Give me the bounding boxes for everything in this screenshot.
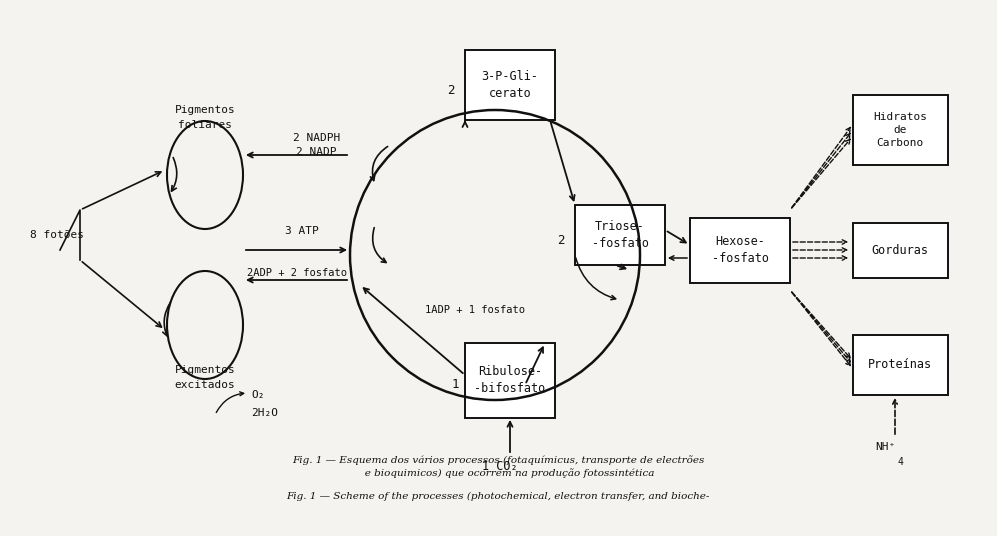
Text: 1: 1 [452, 378, 459, 391]
Bar [465, 343, 555, 418]
Text: 1ADP + 1 fosfato: 1ADP + 1 fosfato [425, 305, 525, 315]
Text: e bioquimicos) que ocorrem na produção fotossintética: e bioquimicos) que ocorrem na produção f… [342, 468, 654, 478]
Bar [575, 205, 665, 265]
Bar [852, 95, 947, 165]
Text: 8 fotões: 8 fotões [30, 230, 84, 240]
Text: Triose-
-fosfato: Triose- -fosfato [591, 220, 648, 250]
Text: NH⁺: NH⁺ [875, 442, 895, 452]
Text: 3 ATP: 3 ATP [284, 226, 318, 236]
Bar [852, 335, 947, 395]
Text: 2 NADPH: 2 NADPH [293, 133, 340, 143]
Text: 2: 2 [557, 234, 564, 247]
Text: Gorduras: Gorduras [871, 243, 928, 257]
Text: 1 CO₂: 1 CO₂ [483, 460, 517, 473]
Text: foliares: foliares [178, 120, 232, 130]
Bar [465, 50, 555, 120]
Text: 2 NADP: 2 NADP [296, 147, 337, 157]
Text: Proteínas: Proteínas [868, 359, 932, 371]
Text: 2: 2 [448, 84, 455, 96]
Text: 4: 4 [897, 457, 903, 467]
Text: 2ADP + 2 fosfato: 2ADP + 2 fosfato [246, 268, 347, 278]
Text: Pigmentos: Pigmentos [174, 105, 235, 115]
Text: O₂: O₂ [251, 390, 264, 400]
Text: 2H₂O: 2H₂O [251, 408, 278, 418]
Text: Hexose-
-fosfato: Hexose- -fosfato [712, 235, 769, 265]
Text: Pigmentos: Pigmentos [174, 365, 235, 375]
Bar [690, 218, 790, 282]
Text: Fig. 1 — Scheme of the processes (photochemical, electron transfer, and bioche-: Fig. 1 — Scheme of the processes (photoc… [286, 492, 710, 501]
Bar [852, 222, 947, 278]
Text: Fig. 1 — Esquema dos vários processos (fotaquímicus, transporte de electrões: Fig. 1 — Esquema dos vários processos (f… [292, 455, 704, 465]
Text: Hidratos
de
Carbono: Hidratos de Carbono [873, 112, 927, 148]
Text: 3-P-Gli-
cerato: 3-P-Gli- cerato [482, 70, 538, 100]
Text: excitados: excitados [174, 380, 235, 390]
Text: Ribulose-
-bifosfato: Ribulose- -bifosfato [475, 365, 545, 395]
